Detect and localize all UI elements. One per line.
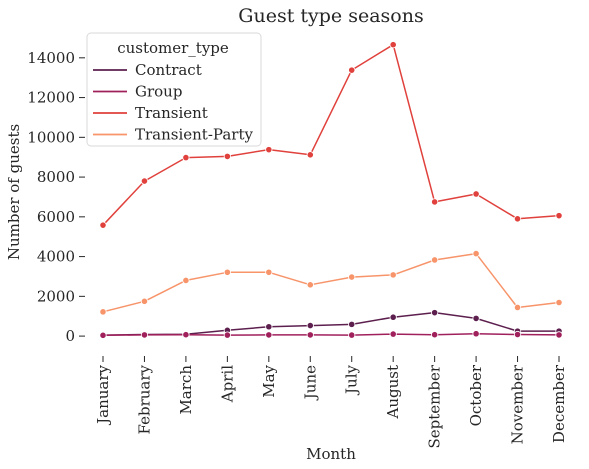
x-tick-label: February [135, 364, 153, 434]
y-axis-ticks: 0 2000 4000 6000 8000 10000 12000 14000 [27, 49, 85, 345]
data-point [265, 146, 273, 154]
data-point [306, 331, 314, 339]
data-point [513, 330, 522, 339]
series-line [102, 252, 560, 313]
data-point [223, 152, 231, 161]
data-point [140, 297, 149, 305]
y-tick-label: 4000 [37, 248, 75, 266]
data-point [513, 303, 522, 312]
legend-entry-label: Group [135, 83, 182, 101]
data-point [389, 41, 397, 49]
data-point [306, 151, 314, 159]
data-point [472, 190, 480, 198]
data-point [99, 221, 107, 229]
data-point [140, 177, 149, 185]
series-line [102, 332, 560, 337]
series-line [102, 311, 559, 336]
data-point [431, 256, 439, 264]
plot-area [99, 41, 563, 339]
x-tick-label: September [426, 364, 444, 448]
data-point [182, 331, 190, 339]
x-tick-label: March [177, 365, 195, 415]
y-axis-label: Number of guests [5, 124, 23, 260]
x-tick-label: May [260, 364, 278, 397]
data-point [389, 330, 397, 338]
data-point [389, 313, 397, 321]
legend-entry-label: Transient [135, 104, 208, 122]
x-tick-label: November [509, 364, 527, 444]
y-tick-label: 6000 [37, 208, 75, 226]
data-point [389, 271, 397, 279]
x-tick-label: October [467, 364, 485, 426]
data-point [306, 321, 314, 330]
x-tick-label: January [94, 364, 112, 425]
data-point [431, 198, 439, 206]
data-point [140, 331, 149, 339]
data-point [348, 273, 356, 281]
x-axis-label: Month [306, 445, 356, 463]
y-tick-label: 14000 [27, 49, 75, 67]
data-point [472, 330, 480, 338]
data-point [265, 323, 273, 331]
data-point [99, 331, 107, 339]
chart-title: Guest type seasons [238, 5, 423, 27]
legend-title: customer_type [117, 39, 229, 57]
data-point [555, 212, 563, 220]
legend-box [86, 32, 262, 147]
legend-entry-label: Transient-Party [135, 126, 253, 144]
data-point [182, 154, 190, 162]
data-point [306, 281, 314, 289]
data-point [348, 331, 356, 339]
data-point [431, 309, 439, 317]
x-tick-label: December [550, 364, 568, 443]
series-transient-party [99, 250, 563, 316]
data-point [348, 66, 356, 74]
data-point [431, 331, 439, 339]
x-tick-label: August [384, 365, 402, 419]
data-point [348, 320, 356, 328]
series-line [102, 43, 560, 226]
x-tick-label: April [218, 365, 236, 403]
y-tick-label: 10000 [27, 128, 75, 146]
x-tick-label: June [301, 365, 319, 401]
data-point [513, 215, 522, 223]
legend-entry-label: Contract [135, 61, 202, 79]
data-point [555, 298, 563, 307]
x-tick-label: July [343, 364, 361, 395]
x-axis-ticks: January February March April May June July Augu… [94, 356, 568, 449]
y-tick-label: 2000 [37, 287, 75, 305]
series-transient [99, 41, 563, 229]
y-tick-label: 12000 [27, 89, 75, 107]
data-point [265, 331, 273, 339]
y-tick-label: 0 [65, 327, 75, 345]
series-group [99, 330, 563, 339]
y-tick-label: 8000 [37, 168, 75, 186]
data-point [265, 268, 273, 276]
data-point [223, 268, 231, 276]
data-point [99, 308, 107, 316]
data-point [555, 331, 563, 339]
data-point [223, 331, 231, 339]
data-point [182, 276, 190, 285]
data-point [472, 314, 480, 323]
data-point [472, 250, 480, 258]
legend: customer_type Contract Group Transient Tran… [86, 32, 262, 147]
